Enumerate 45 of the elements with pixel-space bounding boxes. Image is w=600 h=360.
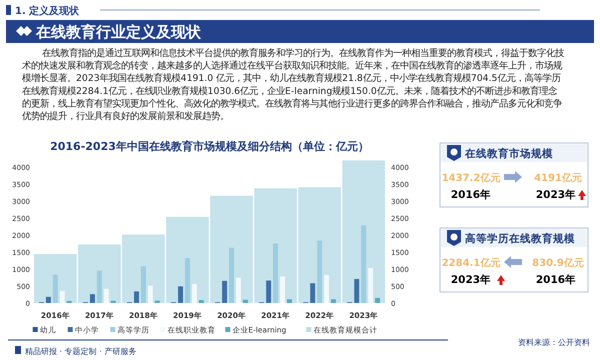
bar (266, 280, 272, 303)
bar (90, 294, 95, 303)
bar (192, 284, 197, 303)
text: 2023年 (450, 273, 492, 286)
bar (361, 225, 366, 303)
bar (331, 299, 336, 303)
text: 在线教育行业定义及现状 (35, 23, 202, 41)
bar (324, 275, 330, 303)
text: 在线教育指的是通过互联网和信息技术平台提供的教育服务和学习的行为。在线教育作为一种相当重要的教育模式，得益于数字化技术的快速发展和教育观念的转变，越来越多的人选择通过在线平台获取知识和技能。近年来，在中国在线教育的渗透率逐年上升，市场规模增长显著。2023年我国在线教育规模4191.0 亿元，其中，幼儿在线教育规模21.8亿元，中小学在线教育规模704.5亿元，高等学历在线教育规模2284.1亿元，在线职业教育规模1030.6亿元，企业E-learning规模150.0亿元。未来，随着技术的不断进步和教育理念的更新，线上教育有望实现更加个性化、高效化的教学模式。在线教育将与其他行业进行更多的跨界合作和融合，推动产品多元化和竞争优势的提升，行业具有良好的发展前景和发展趋势。 (22, 48, 564, 122)
bar (134, 291, 139, 303)
text: 2284.1亿元 (442, 257, 500, 269)
bar (317, 240, 322, 303)
text: 精品研报 · 专题定制 · 产研服务 (25, 347, 136, 356)
text: 1. 定义及现状 (15, 5, 80, 17)
chart-title: 2016-2023年中国在线教育市场规模及细分结构（单位：亿元） (50, 140, 369, 153)
bar (354, 279, 360, 303)
text: 2023年 (536, 188, 576, 201)
bar (96, 270, 102, 303)
bar (140, 266, 146, 303)
bar (222, 280, 228, 303)
bar (198, 300, 204, 303)
bar (273, 243, 278, 303)
bar (185, 258, 190, 303)
bar (368, 268, 374, 303)
bar (236, 278, 241, 303)
bar (375, 298, 380, 303)
bar (52, 274, 58, 303)
text: 1437.2亿元 (442, 172, 500, 184)
text: 资料来源：公开资料 (518, 338, 590, 347)
bar (148, 286, 153, 303)
text: 在线教育市场规模 (464, 147, 553, 160)
text: 2016年 (450, 188, 492, 201)
text: 830.9亿元 (532, 257, 584, 269)
text: 2016年 (536, 273, 576, 286)
bar (178, 286, 184, 303)
bar (229, 248, 234, 303)
bar (242, 300, 248, 303)
bar (310, 283, 316, 303)
bar (280, 276, 285, 303)
bar (104, 288, 109, 303)
text: 高等学历在线教育规模 (465, 232, 575, 245)
bar (286, 299, 292, 303)
bar (60, 291, 65, 303)
bar (46, 296, 51, 303)
text: 4191亿元 (534, 172, 582, 184)
